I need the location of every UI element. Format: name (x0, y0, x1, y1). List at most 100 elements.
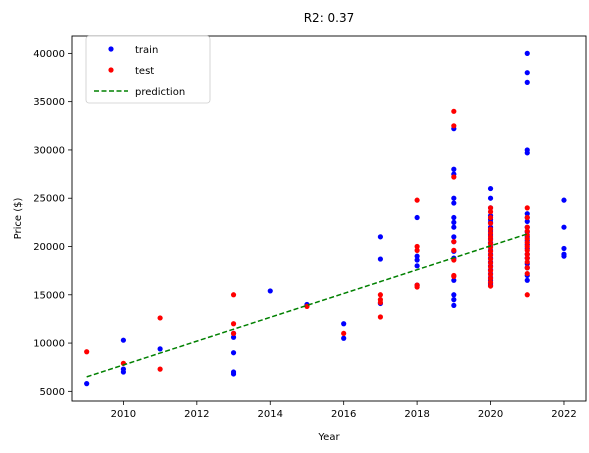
x-axis-ticks: 2010 2012 2014 2016 2018 2020 2022 (111, 401, 577, 420)
train-point (230, 350, 237, 356)
test-point (487, 256, 494, 262)
train-point (377, 234, 383, 240)
train-point (524, 277, 530, 283)
train-point (120, 337, 126, 343)
train-point (341, 335, 347, 341)
test-point (524, 224, 530, 230)
test-point (524, 270, 530, 277)
train-point (487, 185, 494, 192)
test-point (377, 314, 383, 320)
legend-prediction-label: prediction (135, 87, 185, 98)
train-point (414, 214, 420, 221)
train-point (487, 195, 494, 201)
test-point (230, 321, 237, 327)
test-point (524, 243, 530, 250)
test-point (487, 268, 494, 274)
test-point (487, 209, 494, 215)
train-point (414, 257, 420, 263)
test-point (341, 330, 347, 337)
y-tick-label: 20000 (33, 242, 65, 253)
x-tick-label: 2014 (258, 409, 283, 420)
test-point (487, 275, 494, 281)
train-point (524, 70, 530, 76)
test-point (451, 239, 457, 245)
train-point (341, 321, 347, 327)
test-point (377, 299, 383, 306)
train-point (451, 234, 457, 240)
x-tick-label: 2020 (478, 409, 503, 420)
test-point (230, 292, 237, 298)
y-tick-label: 25000 (33, 194, 65, 205)
test-point (487, 226, 494, 232)
test-point (414, 197, 420, 203)
legend-train-marker (108, 46, 114, 52)
train-point (414, 253, 420, 259)
y-tick-label: 35000 (33, 97, 65, 108)
test-point (524, 240, 530, 246)
train-point (524, 211, 530, 217)
test-point (524, 214, 530, 221)
test-point (487, 230, 494, 236)
train-point (267, 288, 273, 294)
legend-box (85, 35, 211, 104)
test-point (487, 205, 494, 211)
test-point (524, 247, 530, 253)
test-point (451, 174, 457, 180)
train-point (451, 219, 457, 225)
test-point (487, 241, 494, 247)
x-axis-label: Year (317, 432, 340, 443)
test-point (414, 284, 420, 290)
legend-test-label: test (135, 66, 154, 77)
train-point (524, 218, 530, 224)
test-point (524, 251, 530, 257)
y-tick-label: 40000 (33, 49, 65, 60)
x-tick-label: 2018 (404, 409, 429, 420)
train-point (524, 150, 530, 156)
test-point (451, 273, 457, 280)
y-axis-ticks: 5000 10000 15000 20000 25000 30000 35000 40000 (33, 49, 72, 398)
train-point (524, 79, 530, 85)
y-axis-label: Price ($) (13, 198, 24, 240)
test-point (451, 247, 457, 253)
y-tick-label: 5000 (40, 387, 65, 398)
test-point (487, 271, 494, 278)
train-point (451, 195, 457, 201)
test-point (524, 236, 530, 242)
test-point (84, 349, 90, 355)
test-point (414, 243, 420, 250)
legend-train-label: train (135, 45, 158, 56)
train-point (230, 334, 237, 340)
x-tick-label: 2016 (331, 409, 356, 420)
test-point (524, 228, 530, 234)
test-point (487, 260, 494, 266)
y-tick-label: 15000 (33, 290, 65, 301)
train-point (561, 253, 567, 259)
legend-test-marker (108, 67, 114, 73)
test-point (487, 237, 494, 243)
plot-marks (84, 50, 567, 387)
y-tick-label: 10000 (33, 339, 65, 350)
train-point (84, 381, 90, 387)
test-point (451, 123, 457, 129)
train-point (157, 346, 163, 352)
test-point (487, 283, 494, 289)
x-tick-label: 2010 (111, 409, 136, 420)
train-point (451, 297, 457, 303)
train-point (451, 200, 457, 206)
test-point (157, 366, 163, 372)
test-point (487, 279, 494, 285)
test-point (524, 255, 530, 261)
chart-title: R2: 0.37 (304, 11, 355, 25)
train-point (561, 224, 567, 230)
test-point (487, 252, 494, 258)
plot-area-frame (71, 35, 587, 402)
train-point (414, 263, 420, 269)
legend: train test prediction (85, 35, 211, 104)
train-point (451, 302, 457, 309)
x-tick-label: 2012 (184, 409, 209, 420)
train-point (561, 245, 567, 252)
y-tick-label: 30000 (33, 145, 65, 156)
test-point (377, 292, 383, 298)
test-point (487, 214, 494, 221)
